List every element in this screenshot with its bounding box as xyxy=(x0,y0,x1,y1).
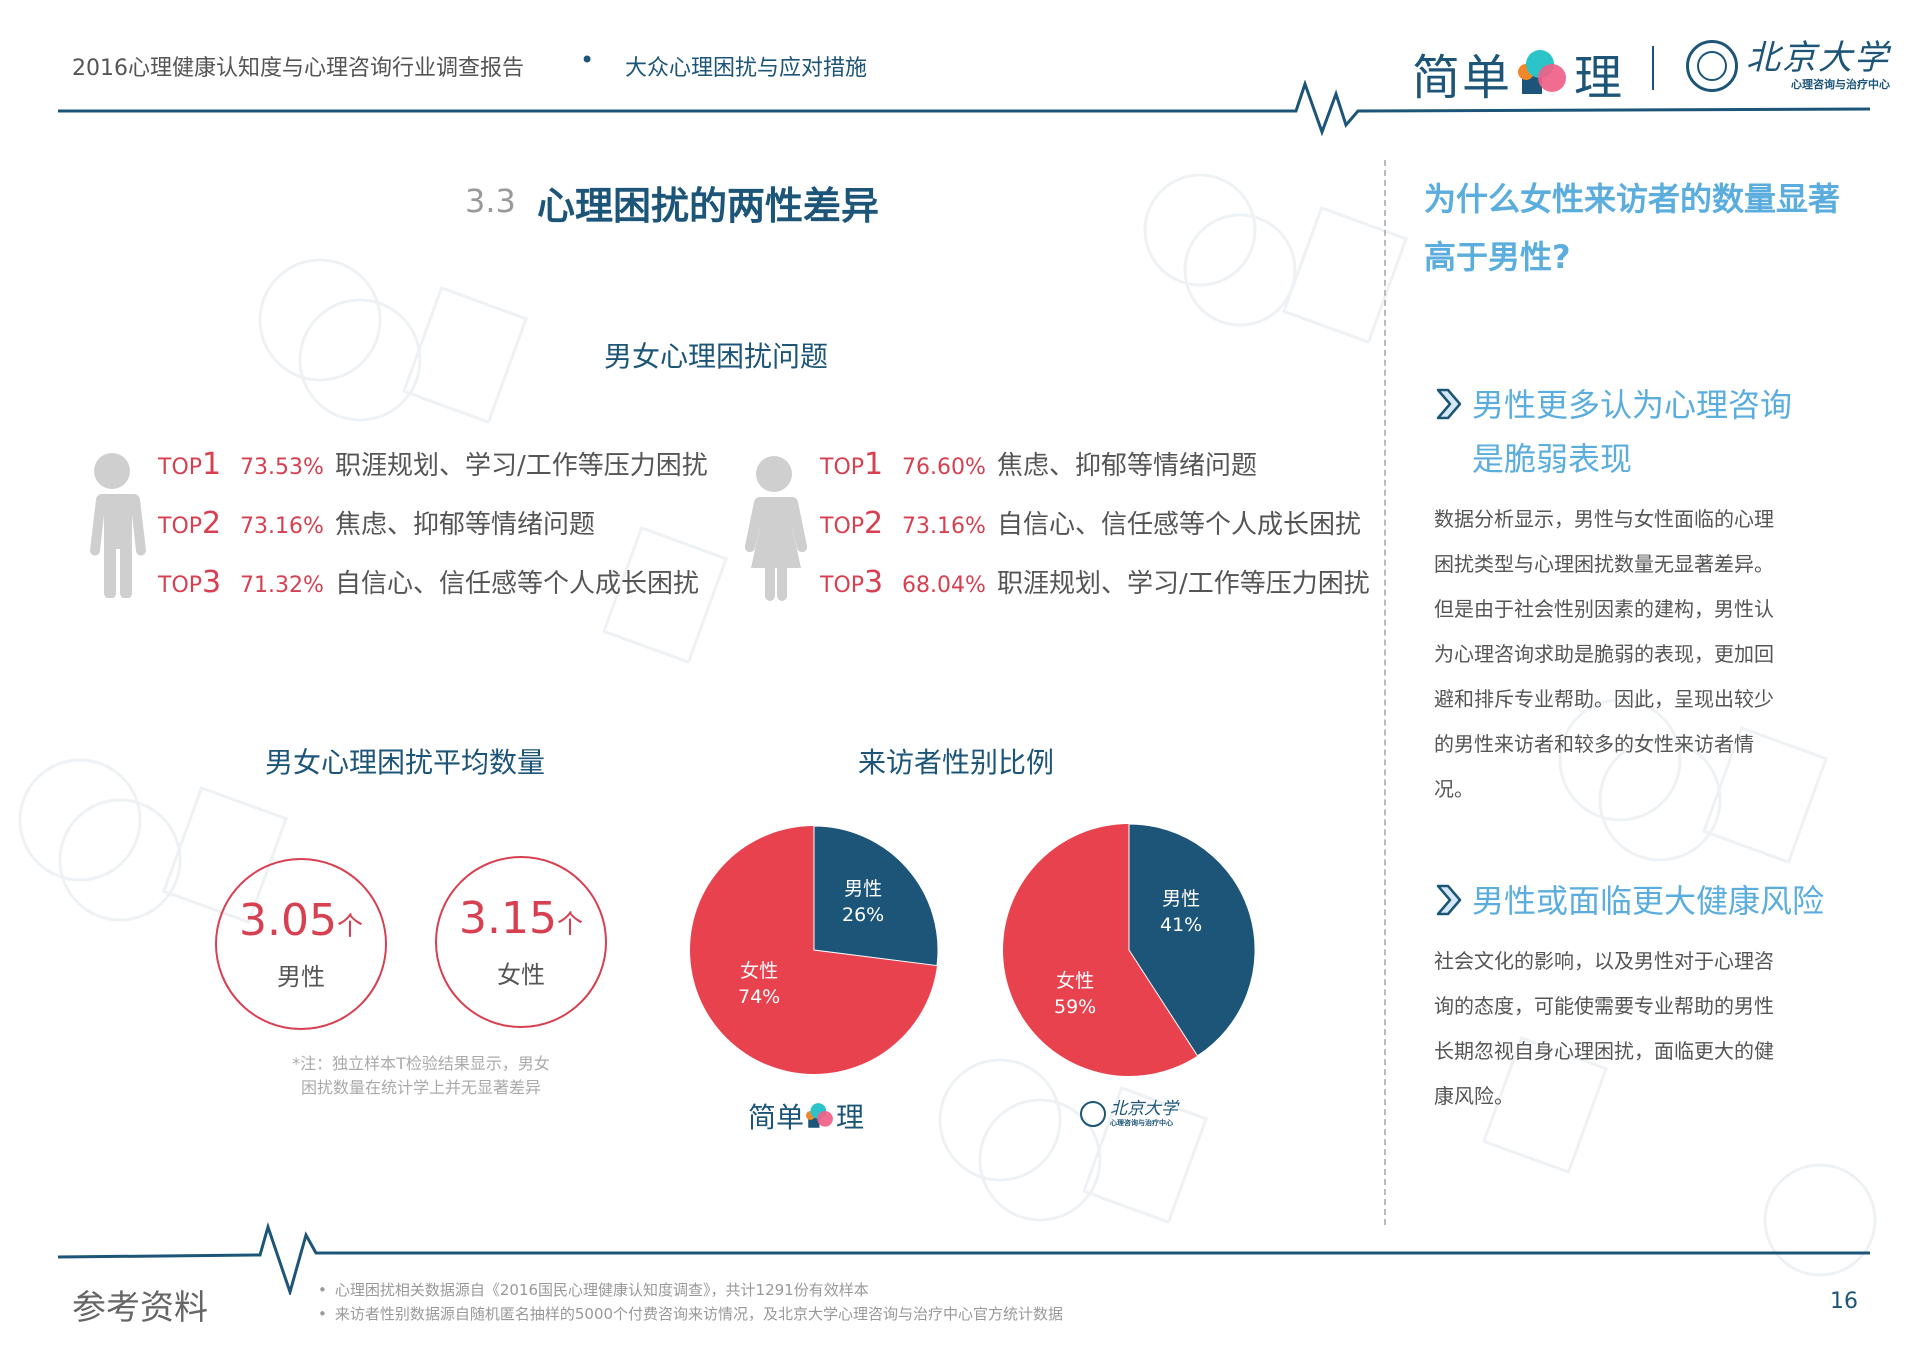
point1-heading: 男性更多认为心理咨询 是脆弱表现 xyxy=(1434,378,1792,486)
chevron-right-icon xyxy=(1436,388,1462,420)
page-title: 心理困扰的两性差异 xyxy=(537,184,880,228)
male-top3-row: TOP3 71.32% 自信心、信任感等个人成长困扰 xyxy=(158,565,700,600)
pku-seal-icon xyxy=(1080,1101,1106,1127)
average-title: 男女心理困扰平均数量 xyxy=(265,746,546,779)
pie2-female-label: 女性 59% xyxy=(1054,970,1097,1018)
pku-seal-icon xyxy=(1686,40,1738,92)
chevron-right-icon xyxy=(1436,884,1462,916)
male-top2-row: TOP2 73.16% 焦虑、抑郁等情绪问题 xyxy=(158,506,596,541)
heart-logo-icon xyxy=(806,1103,833,1128)
female-top3-row: TOP3 68.04% 职涯规划、学习/工作等压力困扰 xyxy=(820,565,1370,600)
male-problem-list: TOP1 73.53% 职涯规划、学习/工作等压力困扰 TOP2 73.16% … xyxy=(158,445,708,600)
section-number: 3.3 xyxy=(465,182,516,220)
jdl-source-logo: 简单 理 xyxy=(748,1101,865,1134)
page-number: 16 xyxy=(1830,1289,1858,1314)
male-average-circle: 3.05个 男性 xyxy=(215,858,387,1030)
female-figure-icon xyxy=(744,456,808,601)
pie-slice-male xyxy=(813,825,939,967)
references-list: 心理困扰相关数据源自《2016国民心理健康认知度调查》，共计1291份有效样本 … xyxy=(318,1278,1063,1326)
pku-source-logo: 北京大学 心理咨询与治疗中心 xyxy=(1080,1100,1178,1128)
header-heartbeat-line xyxy=(58,80,1871,137)
pie1-female-label: 女性 74% xyxy=(738,960,781,1008)
statistics-note: *注：独立样本T检验结果显示，男女 困扰数量在统计学上并无显著差异 xyxy=(292,1054,550,1097)
male-top1-row: TOP1 73.53% 职涯规划、学习/工作等压力困扰 xyxy=(158,447,708,482)
report-title: 2016心理健康认知度与心理咨询行业调查报告 xyxy=(72,56,524,81)
pie2-male-label: 男性 41% xyxy=(1160,888,1203,936)
pie-slice-male xyxy=(1128,823,1256,1057)
jiandanxinli-logo: 简单 理 xyxy=(1412,48,1625,106)
heart-logo-icon xyxy=(1518,48,1568,98)
pie1-male-label: 男性 26% xyxy=(842,878,885,926)
ratio-title: 来访者性别比例 xyxy=(858,746,1055,779)
female-problem-list: TOP1 76.60% 焦虑、抑郁等情绪问题 TOP2 73.16% 自信心、信… xyxy=(820,445,1370,600)
pku-logo: 北京大学 心理咨询与治疗中心 xyxy=(1686,40,1890,92)
header-separator: • xyxy=(580,46,595,74)
female-top2-row: TOP2 73.16% 自信心、信任感等个人成长困扰 xyxy=(820,506,1362,541)
problems-title: 男女心理困扰问题 xyxy=(604,340,829,373)
pie-chart-pku xyxy=(1003,823,1256,1076)
sidebar-question: 为什么女性来访者的数量显著 高于男性? xyxy=(1424,180,1841,276)
female-average-circle: 3.15个 女性 xyxy=(435,856,607,1028)
footer-heartbeat-line xyxy=(57,1221,1870,1295)
point2-heading: 男性或面临更大健康风险 xyxy=(1434,874,1824,928)
point2-body: 社会文化的影响，以及男性对于心理咨 询的态度，可能使需要专业帮助的男性 长期忽视… xyxy=(1434,949,1774,1108)
section-breadcrumb: 大众心理困扰与应对措施 xyxy=(625,56,868,81)
male-figure-icon xyxy=(89,453,147,598)
female-top1-row: TOP1 76.60% 焦虑、抑郁等情绪问题 xyxy=(820,447,1258,482)
logo-divider xyxy=(1652,46,1654,90)
references-title: 参考资料 xyxy=(72,1288,208,1328)
pie-chart-jdl xyxy=(690,825,939,1074)
reference-item: 心理困扰相关数据源自《2016国民心理健康认知度调查》，共计1291份有效样本 xyxy=(318,1278,1063,1302)
point1-body: 数据分析显示，男性与女性面临的心理 困扰类型与心理困扰数量无显著差异。 但是由于… xyxy=(1434,507,1774,801)
reference-item: 来访者性别数据源自随机匿名抽样的5000个付费咨询来访情况，及北京大学心理咨询与… xyxy=(318,1302,1063,1326)
column-divider xyxy=(1384,160,1386,1225)
